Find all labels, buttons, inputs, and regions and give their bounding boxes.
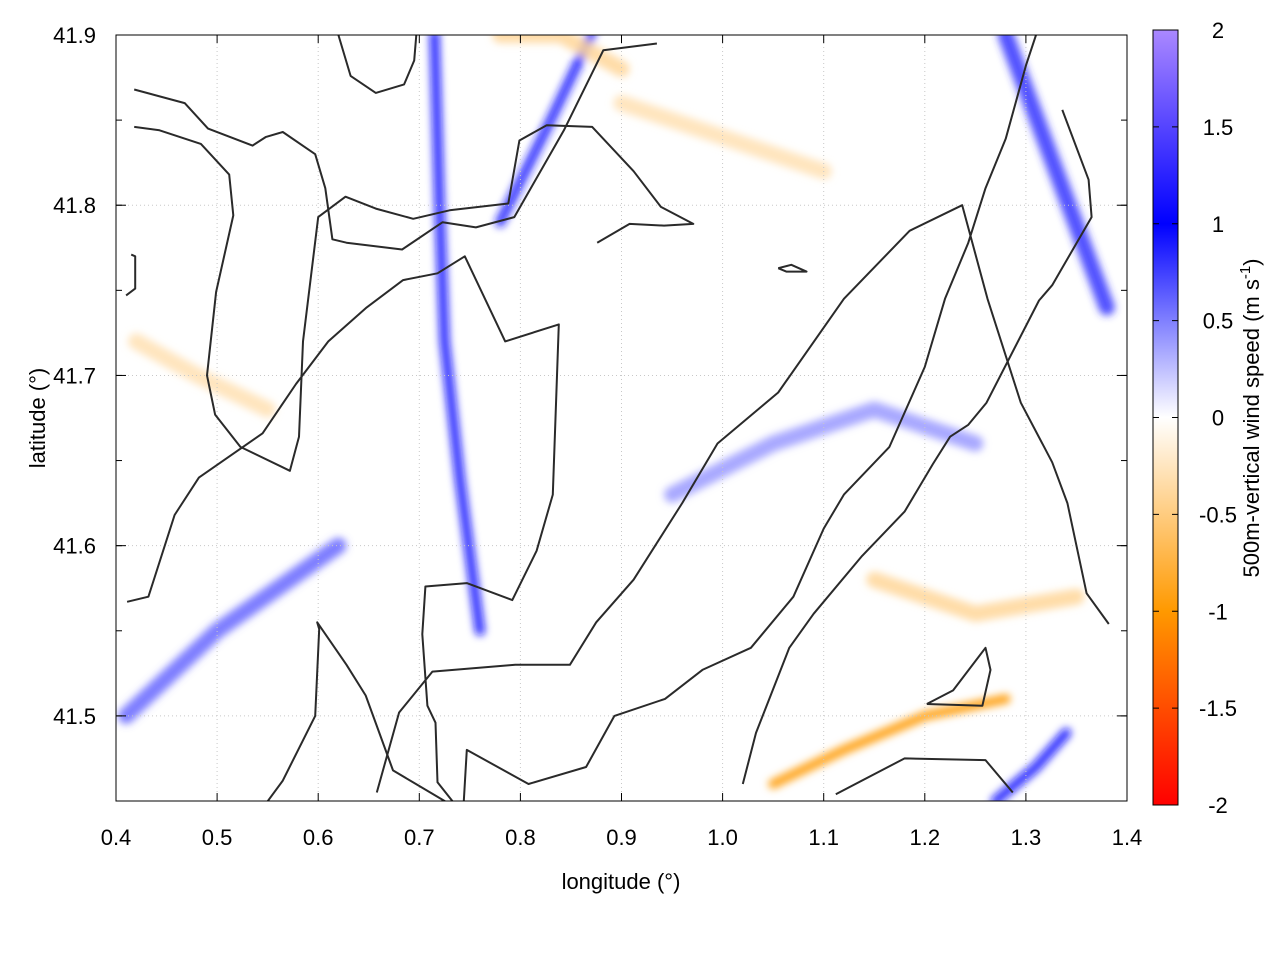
x-axis: 0.4 0.5 0.6 0.7 0.8 0.9 1.0 1.1 1.2 1.3 1.4 [101, 34, 1143, 850]
contour-lines [125, 35, 1110, 801]
x-tick-label: 1.0 [707, 825, 738, 850]
colorbar-tick-label: 1.5 [1203, 115, 1234, 140]
contour-line [835, 757, 1014, 796]
colorbar-tick-label: -2 [1208, 793, 1228, 818]
x-tick-label: 1.3 [1011, 825, 1042, 850]
colorbar-label: 500m-vertical wind speed (m s-1) [1237, 258, 1264, 577]
contour-line [126, 255, 560, 801]
updraft-band [429, 35, 485, 636]
colorbar-tick-label: -1.5 [1199, 696, 1237, 721]
x-tick-label: 0.8 [505, 825, 536, 850]
x-tick-label: 1.4 [1112, 825, 1143, 850]
y-axis-label: latitude (°) [25, 368, 50, 469]
downdraft-band [866, 571, 1085, 622]
updraft-band [495, 35, 597, 228]
colorbar-tick-label: 1 [1212, 212, 1224, 237]
colorbar-tick-label: 2 [1212, 18, 1224, 43]
contour-line [133, 42, 658, 251]
y-axis: 41.5 41.6 41.7 41.8 41.9 [53, 23, 1127, 729]
x-tick-label: 0.7 [404, 825, 435, 850]
contour-line [926, 646, 992, 707]
x-tick-label: 0.9 [606, 825, 637, 850]
y-tick-label: 41.6 [53, 534, 96, 559]
colorbar-label-superscript: -1 [1237, 266, 1254, 279]
y-tick-label: 41.9 [53, 23, 96, 48]
y-tick-label: 41.8 [53, 193, 96, 218]
contour-line [125, 253, 137, 297]
downdraft-band [492, 35, 630, 77]
x-tick-label: 0.4 [101, 825, 132, 850]
updraft-band [990, 727, 1072, 801]
x-tick-label: 1.2 [910, 825, 941, 850]
contour-line [337, 35, 418, 94]
colorbar-tick-label: 0 [1212, 406, 1224, 431]
y-tick-label: 41.7 [53, 363, 96, 388]
updraft-band [664, 401, 984, 503]
contour-line [777, 263, 808, 273]
plot-background [116, 35, 1127, 801]
colorbar-tick-label: 0.5 [1203, 309, 1234, 334]
contour-line [462, 35, 1037, 801]
x-tick-label: 0.5 [202, 825, 233, 850]
contour-line [741, 109, 1093, 785]
colorbar-ticks: 2 1.5 1 0.5 0 -0.5 -1 -1.5 -2 [1153, 18, 1237, 818]
x-axis-label: longitude (°) [562, 869, 681, 894]
downdraft-band [613, 95, 832, 180]
x-tick-label: 1.1 [808, 825, 839, 850]
colorbar: 2 1.5 1 0.5 0 -0.5 -1 -1.5 -2 500m-vertical wind… [1152, 18, 1264, 818]
downdraft-band [768, 693, 1011, 789]
y-tick-label: 41.5 [53, 704, 96, 729]
updraft-band [118, 537, 347, 724]
plot-area: 0.4 0.5 0.6 0.7 0.8 0.9 1.0 1.1 1.2 1.3 1.4 41.541… [53, 23, 1142, 850]
x-tick-label: 0.6 [303, 825, 334, 850]
contour-line [134, 124, 695, 472]
colorbar-label-close: ) [1239, 258, 1264, 265]
contour-line [375, 204, 1110, 793]
colorbar-tick-label: -0.5 [1199, 502, 1237, 527]
colorbar-tick-label: -1 [1208, 599, 1228, 624]
colorbar-label-main: 500m-vertical wind speed (m s [1239, 279, 1264, 577]
